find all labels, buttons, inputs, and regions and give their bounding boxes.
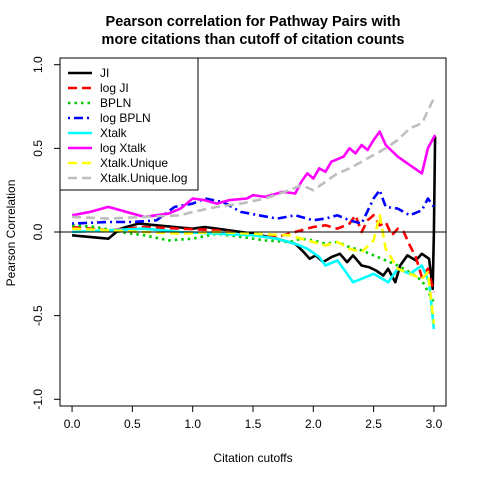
- x-tick-label: 0.0: [64, 417, 81, 431]
- legend-label: JI: [100, 66, 109, 80]
- legend-label: log Xtalk: [100, 141, 147, 155]
- legend-label: Xtalk.Unique.log: [100, 171, 187, 185]
- y-axis-label: Pearson Correlation: [4, 180, 18, 287]
- legend-box: [59, 57, 199, 191]
- legend-label: Xtalk: [100, 126, 128, 140]
- y-axis: -1.0 -0.5 0.0 0.5 1.0: [31, 56, 60, 410]
- legend-label: BPLN: [100, 96, 131, 110]
- chart-title-line-2: more citations than cutoff of citation c…: [102, 32, 405, 48]
- y-tick-label: 1.0: [31, 56, 45, 73]
- y-tick-label: 0.0: [31, 223, 45, 240]
- legend-label: log JI: [100, 81, 129, 95]
- series-line-0: [71, 136, 437, 291]
- x-tick-label: 0.5: [124, 417, 141, 431]
- x-axis: 0.0 0.5 1.0 1.5 2.0 2.5 3.0: [64, 406, 443, 431]
- x-tick-label: 2.5: [365, 417, 382, 431]
- y-tick-label: -0.5: [31, 305, 45, 326]
- legend-label: log BPLN: [100, 111, 151, 125]
- legend-label: Xtalk.Unique: [100, 156, 168, 170]
- series-line-3: [72, 188, 435, 225]
- y-tick-label: -1.0: [31, 389, 45, 410]
- x-tick-label: 3.0: [426, 417, 443, 431]
- plot-region: [71, 97, 437, 330]
- x-tick-label: 1.5: [245, 417, 262, 431]
- series-line-6: [72, 214, 436, 325]
- x-tick-label: 2.0: [305, 417, 322, 431]
- y-tick-label: 0.5: [31, 140, 45, 157]
- series-line-7: [72, 97, 436, 220]
- series-line-2: [72, 224, 436, 303]
- chart-title-line-1: Pearson correlation for Pathway Pairs wi…: [106, 14, 401, 30]
- x-axis-label: Citation cutoffs: [213, 451, 292, 465]
- x-tick-label: 1.0: [184, 417, 201, 431]
- series-line-5: [71, 130, 437, 219]
- series-line-4: [72, 227, 436, 330]
